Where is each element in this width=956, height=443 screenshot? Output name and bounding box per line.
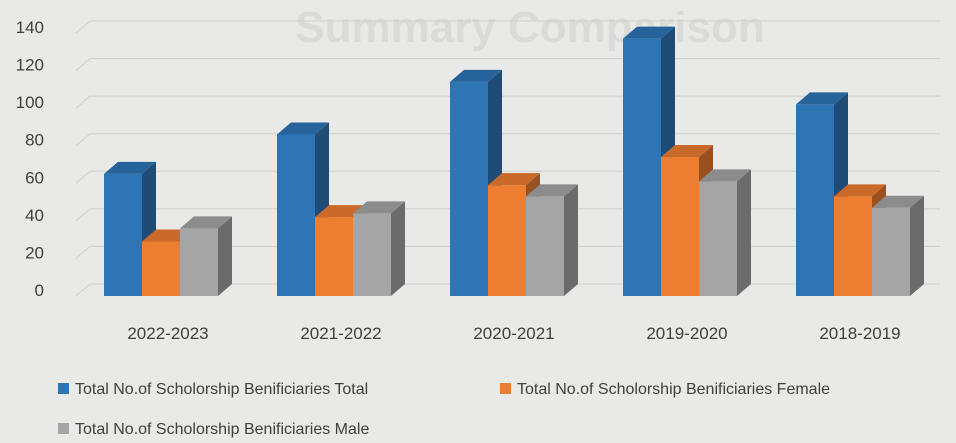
y-tick-label: 20	[25, 243, 44, 262]
bar-top	[277, 122, 329, 135]
y-tick-label: 140	[16, 18, 44, 37]
y-tick-label: 40	[25, 206, 44, 225]
bar-top	[488, 173, 540, 186]
bar-front	[142, 241, 180, 296]
y-tick-label: 60	[25, 168, 44, 187]
bar-top	[699, 169, 751, 182]
y-tick-label: 120	[16, 56, 44, 75]
bar-top	[872, 195, 924, 208]
bar-front	[796, 104, 834, 296]
bar-top	[180, 216, 232, 229]
legend-item: Total No.of Scholorship Benificiaries To…	[58, 381, 368, 398]
bar-front	[277, 134, 315, 296]
x-category-label: 2022-2023	[127, 324, 208, 343]
bar	[180, 216, 232, 296]
bar	[699, 169, 751, 296]
bar-top	[661, 144, 713, 157]
x-category-label: 2018-2019	[819, 324, 900, 343]
x-category-label: 2019-2020	[646, 324, 727, 343]
bar-front	[661, 156, 699, 296]
bar	[872, 195, 924, 296]
bar-front	[180, 228, 218, 296]
bar-front	[526, 196, 564, 296]
bars	[104, 26, 924, 297]
legend-item: Total No.of Scholorship Benificiaries Ma…	[58, 421, 369, 438]
gridline	[75, 20, 940, 34]
legend-item: Total No.of Scholorship Benificiaries Fe…	[500, 381, 830, 398]
x-category-label: 2020-2021	[473, 324, 554, 343]
y-tick-label: 80	[25, 131, 44, 150]
bar-front	[872, 207, 910, 296]
bar	[834, 184, 886, 296]
legend-swatch	[58, 383, 69, 394]
bar-side	[391, 201, 405, 296]
legend-swatch	[500, 383, 511, 394]
bar-front	[623, 38, 661, 297]
bar	[353, 201, 405, 296]
gridlines	[75, 20, 940, 297]
bar	[526, 184, 578, 296]
bar-top	[526, 184, 578, 197]
bar-front	[353, 213, 391, 296]
gridline	[75, 58, 940, 71]
legend-label: Total No.of Scholorship Benificiaries To…	[75, 381, 368, 398]
bar-front	[699, 181, 737, 296]
legend: Total No.of Scholorship Benificiaries To…	[58, 381, 830, 438]
bar-front	[104, 173, 142, 296]
bar-top	[353, 201, 405, 214]
legend-swatch	[58, 423, 69, 434]
bar-side	[910, 195, 924, 296]
bar-side	[218, 216, 232, 296]
bar-top	[450, 69, 502, 82]
y-axis-ticks: 0 20 40 60 80 100 120 140	[16, 18, 44, 300]
bar-top	[104, 161, 156, 174]
legend-label: Total No.of Scholorship Benificiaries Ma…	[75, 421, 369, 438]
chart-watermark: Summary Comparison	[295, 3, 764, 52]
legend-label: Total No.of Scholorship Benificiaries Fe…	[517, 381, 830, 398]
bar-top	[623, 26, 675, 39]
bar-front	[488, 185, 526, 296]
x-axis-categories: 2022-2023 2021-2022 2020-2021 2019-2020 2018…	[127, 324, 900, 343]
x-category-label: 2021-2022	[300, 324, 381, 343]
bar-top	[796, 92, 848, 105]
bar-front	[315, 217, 353, 296]
bar-side	[564, 184, 578, 296]
y-tick-label: 0	[35, 281, 44, 300]
bar-top	[834, 184, 886, 197]
bar-front	[834, 196, 872, 296]
bar-front	[450, 81, 488, 296]
y-tick-label: 100	[16, 93, 44, 112]
bar-side	[737, 169, 751, 296]
